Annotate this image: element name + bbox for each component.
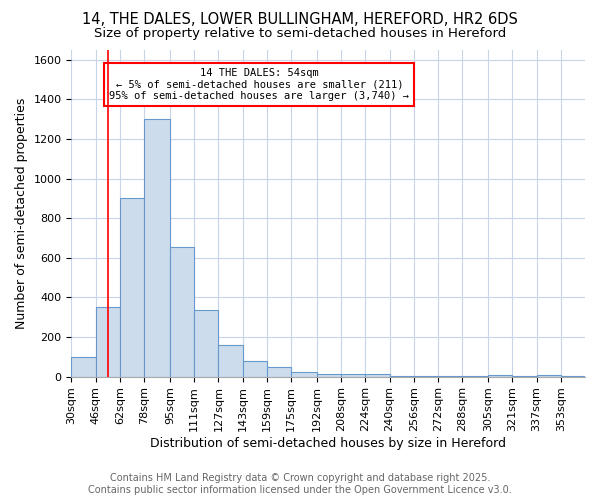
Bar xyxy=(341,374,365,376)
Bar xyxy=(365,374,389,376)
Bar xyxy=(218,345,242,376)
Y-axis label: Number of semi-detached properties: Number of semi-detached properties xyxy=(15,98,28,329)
Bar xyxy=(291,372,317,376)
Bar xyxy=(488,374,512,376)
Bar xyxy=(71,357,95,376)
Bar xyxy=(194,310,218,376)
Bar xyxy=(95,308,120,376)
Bar xyxy=(144,120,170,376)
Bar xyxy=(120,198,144,376)
Bar xyxy=(317,374,341,376)
Text: Size of property relative to semi-detached houses in Hereford: Size of property relative to semi-detach… xyxy=(94,28,506,40)
X-axis label: Distribution of semi-detached houses by size in Hereford: Distribution of semi-detached houses by … xyxy=(150,437,506,450)
Text: 14, THE DALES, LOWER BULLINGHAM, HEREFORD, HR2 6DS: 14, THE DALES, LOWER BULLINGHAM, HEREFOR… xyxy=(82,12,518,28)
Bar xyxy=(242,361,267,376)
Bar xyxy=(170,247,194,376)
Bar xyxy=(536,374,561,376)
Bar xyxy=(267,368,291,376)
Text: 14 THE DALES: 54sqm
← 5% of semi-detached houses are smaller (211)
95% of semi-d: 14 THE DALES: 54sqm ← 5% of semi-detache… xyxy=(109,68,409,101)
Text: Contains HM Land Registry data © Crown copyright and database right 2025.
Contai: Contains HM Land Registry data © Crown c… xyxy=(88,474,512,495)
